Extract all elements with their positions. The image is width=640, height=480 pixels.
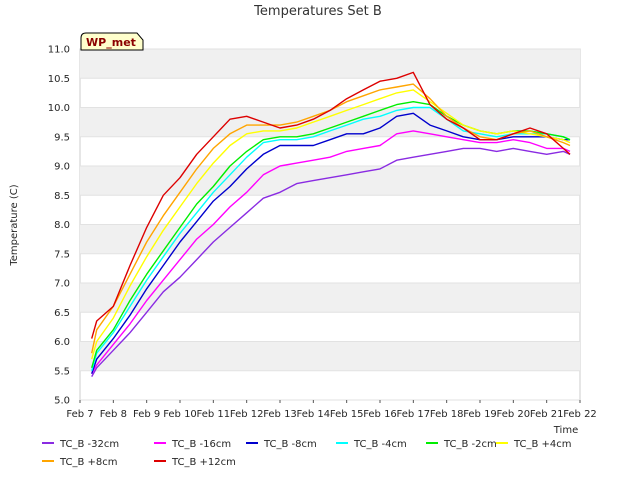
x-tick-label: Feb 22	[563, 409, 597, 420]
badge-label: WP_met	[86, 36, 136, 49]
legend-label: TC_B -2cm	[443, 439, 497, 450]
y-tick-label: 9.5	[54, 132, 70, 143]
x-tick-label: Feb 8	[100, 409, 127, 420]
x-tick-label: Feb 18	[430, 409, 464, 420]
wp-met-badge: WP_met	[80, 32, 144, 51]
y-axis-ticks: 5.0 5.5 6.0 6.5 7.0 7.5 8.0 8.5 9.0 9.5 10.0 10.5 11…	[48, 45, 70, 407]
y-tick-label: 6.0	[54, 337, 70, 348]
plot-background	[79, 48, 581, 401]
grid-band	[80, 107, 580, 137]
x-tick-label: Feb 7	[66, 409, 93, 420]
x-tick-label: Feb 20	[497, 409, 531, 420]
x-tick-label: Feb 16	[363, 409, 397, 420]
y-tick-label: 8.0	[54, 220, 70, 231]
legend-label: TC_B -32cm	[59, 439, 119, 450]
y-tick-label: 5.5	[54, 366, 70, 377]
series-lines	[91, 71, 571, 377]
x-axis-ticks: Feb 7 Feb 8 Feb 9 Feb 10 Feb 11 Feb 12 Feb 13 F…	[66, 400, 597, 420]
x-tick-label: Feb 9	[133, 409, 160, 420]
legend-label: TC_B -4cm	[353, 439, 407, 450]
y-tick-label: 10.5	[48, 74, 70, 85]
y-tick-label: 6.5	[54, 308, 70, 319]
chart-title: Temperatures Set B	[253, 4, 382, 19]
y-tick-label: 11.0	[48, 45, 70, 56]
x-axis-title: Time	[553, 425, 578, 436]
x-tick-label: Feb 10	[163, 409, 197, 420]
x-tick-label: Feb 17	[397, 409, 431, 420]
x-tick-label: Feb 19	[463, 409, 497, 420]
grid-band	[80, 283, 580, 313]
x-tick-label: Feb 14	[297, 409, 331, 420]
x-tick-label: Feb 12	[230, 409, 264, 420]
y-tick-label: 7.0	[54, 279, 70, 290]
series-line-0	[91, 147, 571, 377]
y-tick-label: 10.0	[48, 103, 70, 114]
y-tick-label: 9.0	[54, 162, 70, 173]
x-tick-label: Feb 15	[330, 409, 364, 420]
legend-label: TC_B -8cm	[263, 439, 317, 450]
y-axis-title: Temperature (C)	[9, 184, 20, 266]
series-line-7	[91, 71, 571, 339]
grid-band	[80, 166, 580, 196]
series-line-3	[91, 106, 571, 371]
x-tick-label: Feb 11	[197, 409, 231, 420]
legend-label: TC_B -16cm	[171, 439, 231, 450]
x-tick-label: Feb 21	[530, 409, 564, 420]
x-tick-label: Feb 13	[263, 409, 297, 420]
legend-label: TC_B +12cm	[171, 457, 236, 468]
grid-band	[80, 341, 580, 371]
legend: TC_B -32cm TC_B -16cm TC_B -8cm TC_B -4cm TC…	[42, 439, 572, 468]
y-tick-label: 8.5	[54, 191, 70, 202]
legend-label: TC_B +8cm	[59, 457, 118, 468]
legend-label: TC_B +4cm	[513, 439, 572, 450]
series-line-1	[91, 130, 571, 375]
grid-band	[80, 49, 580, 79]
y-tick-label: 7.5	[54, 249, 70, 260]
y-tick-label: 5.0	[54, 396, 70, 407]
series-line-5	[91, 89, 571, 360]
